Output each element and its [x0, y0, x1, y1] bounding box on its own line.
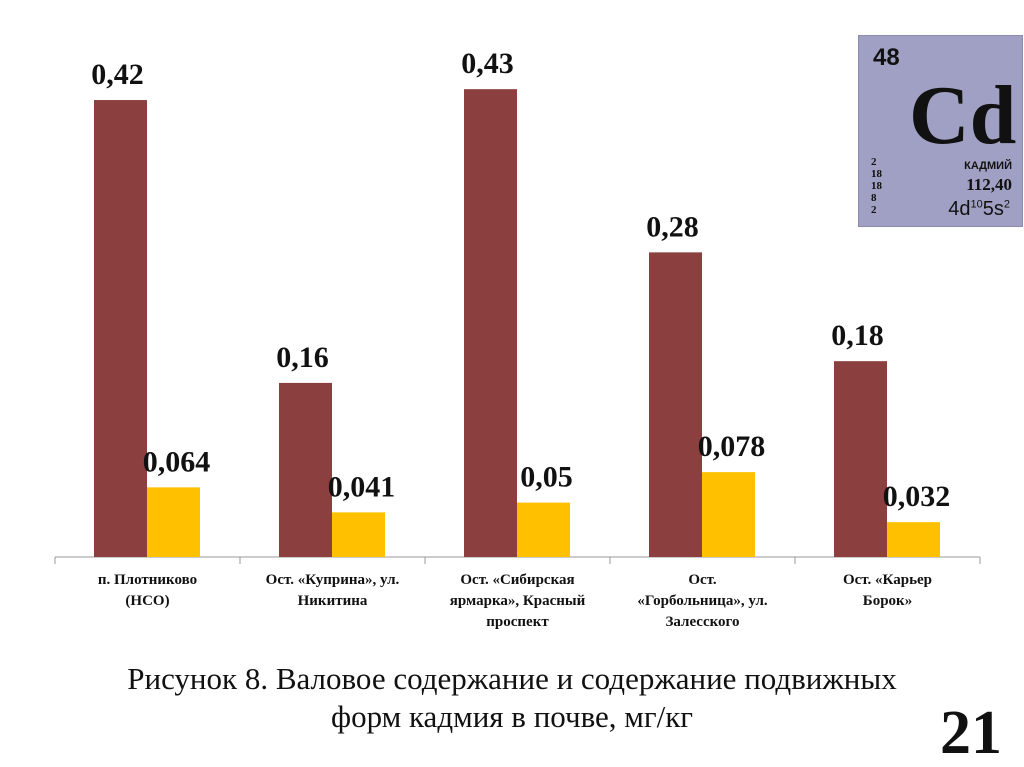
category-label: Ост. «Горбольница», ул. Залесского: [610, 570, 795, 633]
category-label-line: Ост.: [688, 572, 717, 588]
bar-total: [94, 100, 147, 557]
config-part: 5s: [982, 198, 1004, 220]
atomic-mass: 112,40: [966, 175, 1012, 194]
data-label: 0,18: [831, 319, 884, 352]
category-label-line: Ост. «Сибирская: [460, 572, 575, 588]
data-label: 0,078: [698, 430, 766, 463]
data-label: 0,032: [883, 480, 951, 513]
data-label: 0,064: [143, 445, 211, 478]
shell: 18: [871, 168, 882, 180]
category-label-line: Борок»: [862, 593, 913, 609]
page-number: 21: [940, 699, 1002, 767]
category-label-line: проспект: [486, 614, 549, 630]
cadmium-element-tile: 48 Cd 2 18 18 8 2 КАДМИЙ 112,40 4d105s2: [858, 35, 1023, 227]
electron-config: 4d105s2: [948, 197, 1010, 221]
data-label: 0,28: [646, 210, 699, 243]
data-label: 0,43: [461, 47, 514, 80]
shell: 2: [871, 204, 877, 216]
bar-mobile: [147, 487, 200, 557]
category-label-line: Залесского: [665, 614, 740, 630]
bar-mobile: [702, 472, 755, 557]
category-label-line: ярмарка», Красный: [449, 593, 586, 609]
element-symbol: Cd: [909, 69, 1017, 162]
bar-mobile: [517, 502, 570, 557]
figure-caption: Рисунок 8. Валовое содержание и содержан…: [0, 660, 1024, 736]
caption-line: форм кадмия в почве, мг/кг: [330, 699, 694, 734]
data-label: 0,05: [520, 461, 573, 494]
shell: 8: [871, 192, 877, 204]
bar-total: [464, 89, 517, 557]
bar-mobile: [332, 512, 385, 557]
bar-mobile: [887, 522, 940, 557]
data-label: 0,16: [276, 341, 329, 374]
element-name: КАДМИЙ: [964, 160, 1012, 172]
electron-shells: 2 18 18 8 2: [871, 156, 882, 216]
category-label: п. Плотниково (НСО): [55, 570, 240, 612]
category-label-line: Никитина: [297, 593, 368, 609]
config-sup: 10: [970, 198, 983, 211]
category-label-line: (НСО): [125, 593, 170, 609]
data-label: 0,42: [91, 58, 144, 91]
category-label-line: «Горбольница», ул.: [637, 593, 768, 609]
bar-total: [649, 252, 702, 558]
shell: 2: [871, 156, 877, 168]
category-label-line: п. Плотниково: [97, 572, 198, 588]
category-label: Ост. «Куприна», ул. Никитина: [240, 570, 425, 612]
category-label: Ост. «Сибирская ярмарка», Красный проспект: [425, 570, 610, 633]
data-label: 0,041: [328, 470, 396, 503]
shell: 18: [871, 180, 882, 192]
category-label-line: Ост. «Карьер: [842, 572, 933, 588]
category-label: Ост. «Карьер Борок»: [795, 570, 980, 612]
config-part: 4d: [948, 198, 971, 220]
bar-total: [834, 361, 887, 557]
atomic-number: 48: [873, 44, 900, 71]
caption-line: Рисунок 8. Валовое содержание и содержан…: [127, 661, 897, 696]
config-sup: 2: [1003, 198, 1010, 211]
category-label-line: Ост. «Куприна», ул.: [265, 572, 400, 588]
bar-total: [279, 382, 332, 557]
